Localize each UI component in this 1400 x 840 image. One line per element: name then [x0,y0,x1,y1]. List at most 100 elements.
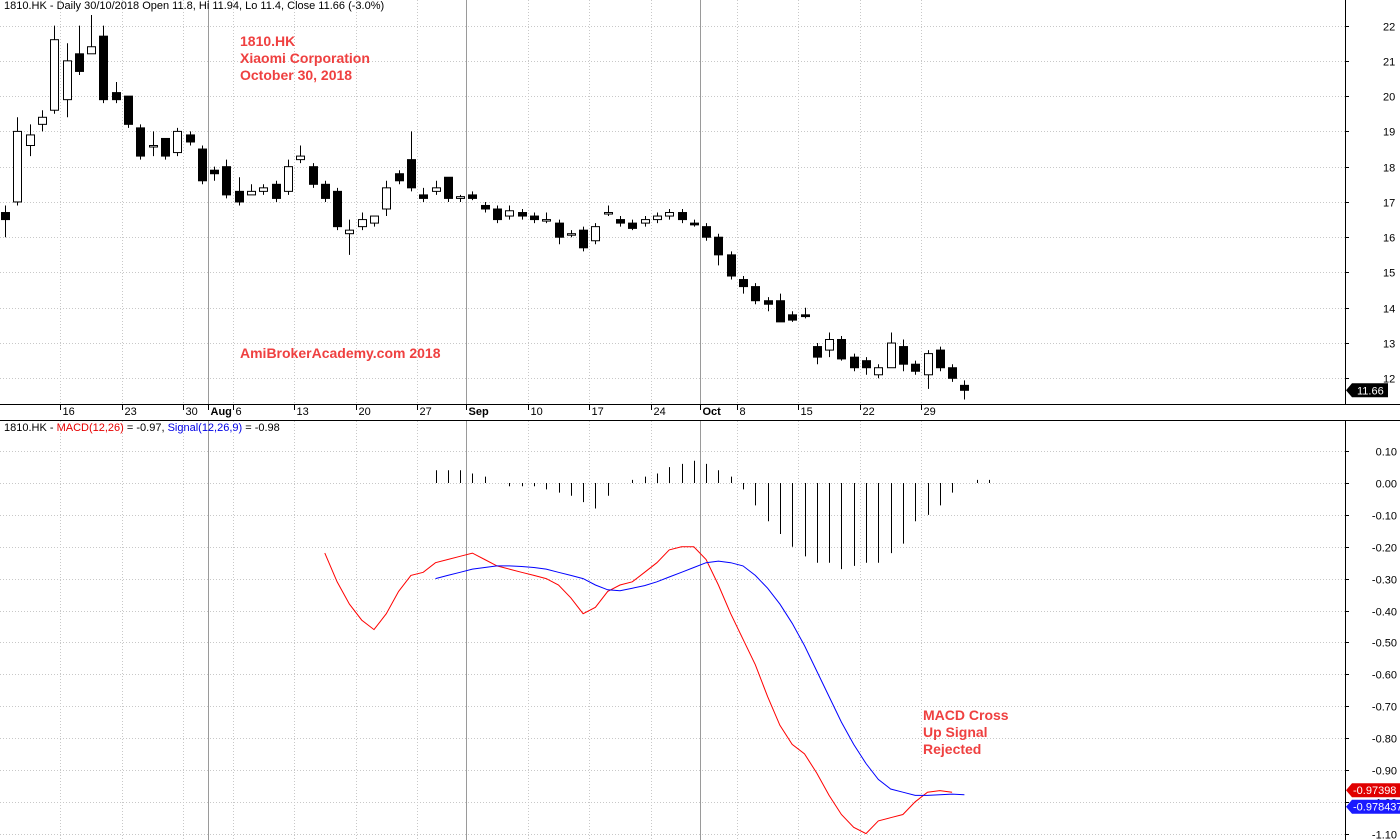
candle-body [136,127,145,157]
candle-body [801,314,810,318]
macd-note-line-3: Rejected [923,741,982,757]
x-tick-label: 16 [63,406,75,418]
watermark-annotation: AmiBrokerAcademy.com 2018 [240,345,441,361]
price-y-tick-label: 19 [1383,127,1395,139]
candle-body [505,210,514,217]
grid-lines [0,0,1345,840]
x-tick-label: 23 [125,406,137,418]
candle-body [813,346,822,358]
candle-body [751,286,760,302]
candle-body [555,222,564,238]
x-tick-label: 20 [359,406,371,418]
date-annotation: October 30, 2018 [240,67,353,83]
macd-note-annotation: MACD Cross Up Signal Rejected [923,707,1009,758]
candle-body [948,367,957,379]
candle-body [235,190,244,203]
candle-body [407,159,416,189]
x-tick-label: 15 [801,406,813,418]
candle-body [321,183,330,199]
candle-body [26,134,35,147]
candle-body [173,130,182,154]
candle-body [579,229,588,249]
macd-note-line-1: MACD Cross [923,707,1009,723]
x-tick-label: 8 [740,406,746,418]
macd-note-line-2: Up Signal [923,724,988,740]
candle-body [1,212,10,221]
x-tick-label: 22 [863,406,875,418]
candle-body [862,360,871,369]
ticker-annotation: 1810.HK [240,33,296,49]
x-tick-label: 30 [186,406,198,418]
candle-body [911,363,920,372]
candle-body [616,219,625,224]
candle-body [87,46,96,55]
candle-body [444,176,453,199]
macd-y-tick-label: -0.50 [1372,638,1397,650]
macd-y-tick-label: -0.60 [1372,670,1397,682]
macd-value-tag-text: -0.97398 [1353,785,1396,797]
signal-value-tag [1346,799,1400,814]
macd-y-tick-label: -0.20 [1372,543,1397,555]
candle-body [776,300,785,323]
macd-lines [324,546,965,835]
candle-body [604,212,613,215]
price-y-tick-label: 13 [1383,339,1395,351]
candle-body [702,226,711,238]
macd-y-tick-label: 0.00 [1376,479,1397,491]
candle-body [186,134,195,143]
candle-body [936,349,945,369]
x-tick-label: Aug [211,406,232,418]
candle-body [272,183,281,199]
signal-line [435,560,965,796]
signal-label: Signal(12,26,9) [167,422,243,434]
chart-title-block: 1810.HK Xiaomi Corporation October 30, 2… [240,33,370,84]
x-tick-label: 27 [420,406,432,418]
price-y-tick-label: 14 [1383,304,1395,316]
candle-body [714,236,723,256]
candle-body [50,39,59,111]
candle-body [924,353,933,376]
x-tick-label: Sep [469,406,489,418]
candle-body [493,208,502,221]
candle-body [38,116,47,125]
macd-label: MACD(12,26) [56,422,124,434]
candle-body [13,130,22,203]
candle-body [395,173,404,182]
price-y-tick-label: 16 [1383,233,1395,245]
candle-body [75,53,84,72]
macd-y-tick-label: -0.10 [1372,511,1397,523]
candle-body [370,215,379,224]
candle-body [591,226,600,242]
candle-body [382,187,391,210]
signal-value-tag-text: -0.978437 [1353,802,1400,814]
last-price-label: 11.66 [1357,385,1384,397]
candle-body [345,229,354,235]
macd-header: 1810.HK - MACD(12,26) = -0.97, Signal(12… [4,422,280,434]
price-y-tick-label: 17 [1383,198,1395,210]
candle-body [530,215,539,221]
candlestick-series [1,15,969,400]
price-y-tick-label: 18 [1383,163,1395,175]
signal-value: = -0.98 [242,422,280,434]
candle-body [468,194,477,199]
candle-body [690,222,699,226]
candle-body [960,384,969,391]
candle-body [296,155,305,161]
price-header: 1810.HK - Daily 30/10/2018 Open 11.8, Hi… [4,0,385,12]
candle-body [358,219,367,228]
candle-body [481,204,490,210]
candle-body [456,196,465,199]
x-tick-label: 6 [236,406,242,418]
price-y-tick-label: 15 [1383,268,1395,280]
candle-body [149,145,158,148]
macd-prefix: 1810.HK - [4,422,57,434]
candle-body [764,300,773,305]
candle-body [518,212,527,217]
candle-body [419,194,428,199]
x-tick-label: Oct [703,406,722,418]
candle-body [641,219,650,224]
candle-body [161,137,170,157]
candle-body [825,339,834,351]
